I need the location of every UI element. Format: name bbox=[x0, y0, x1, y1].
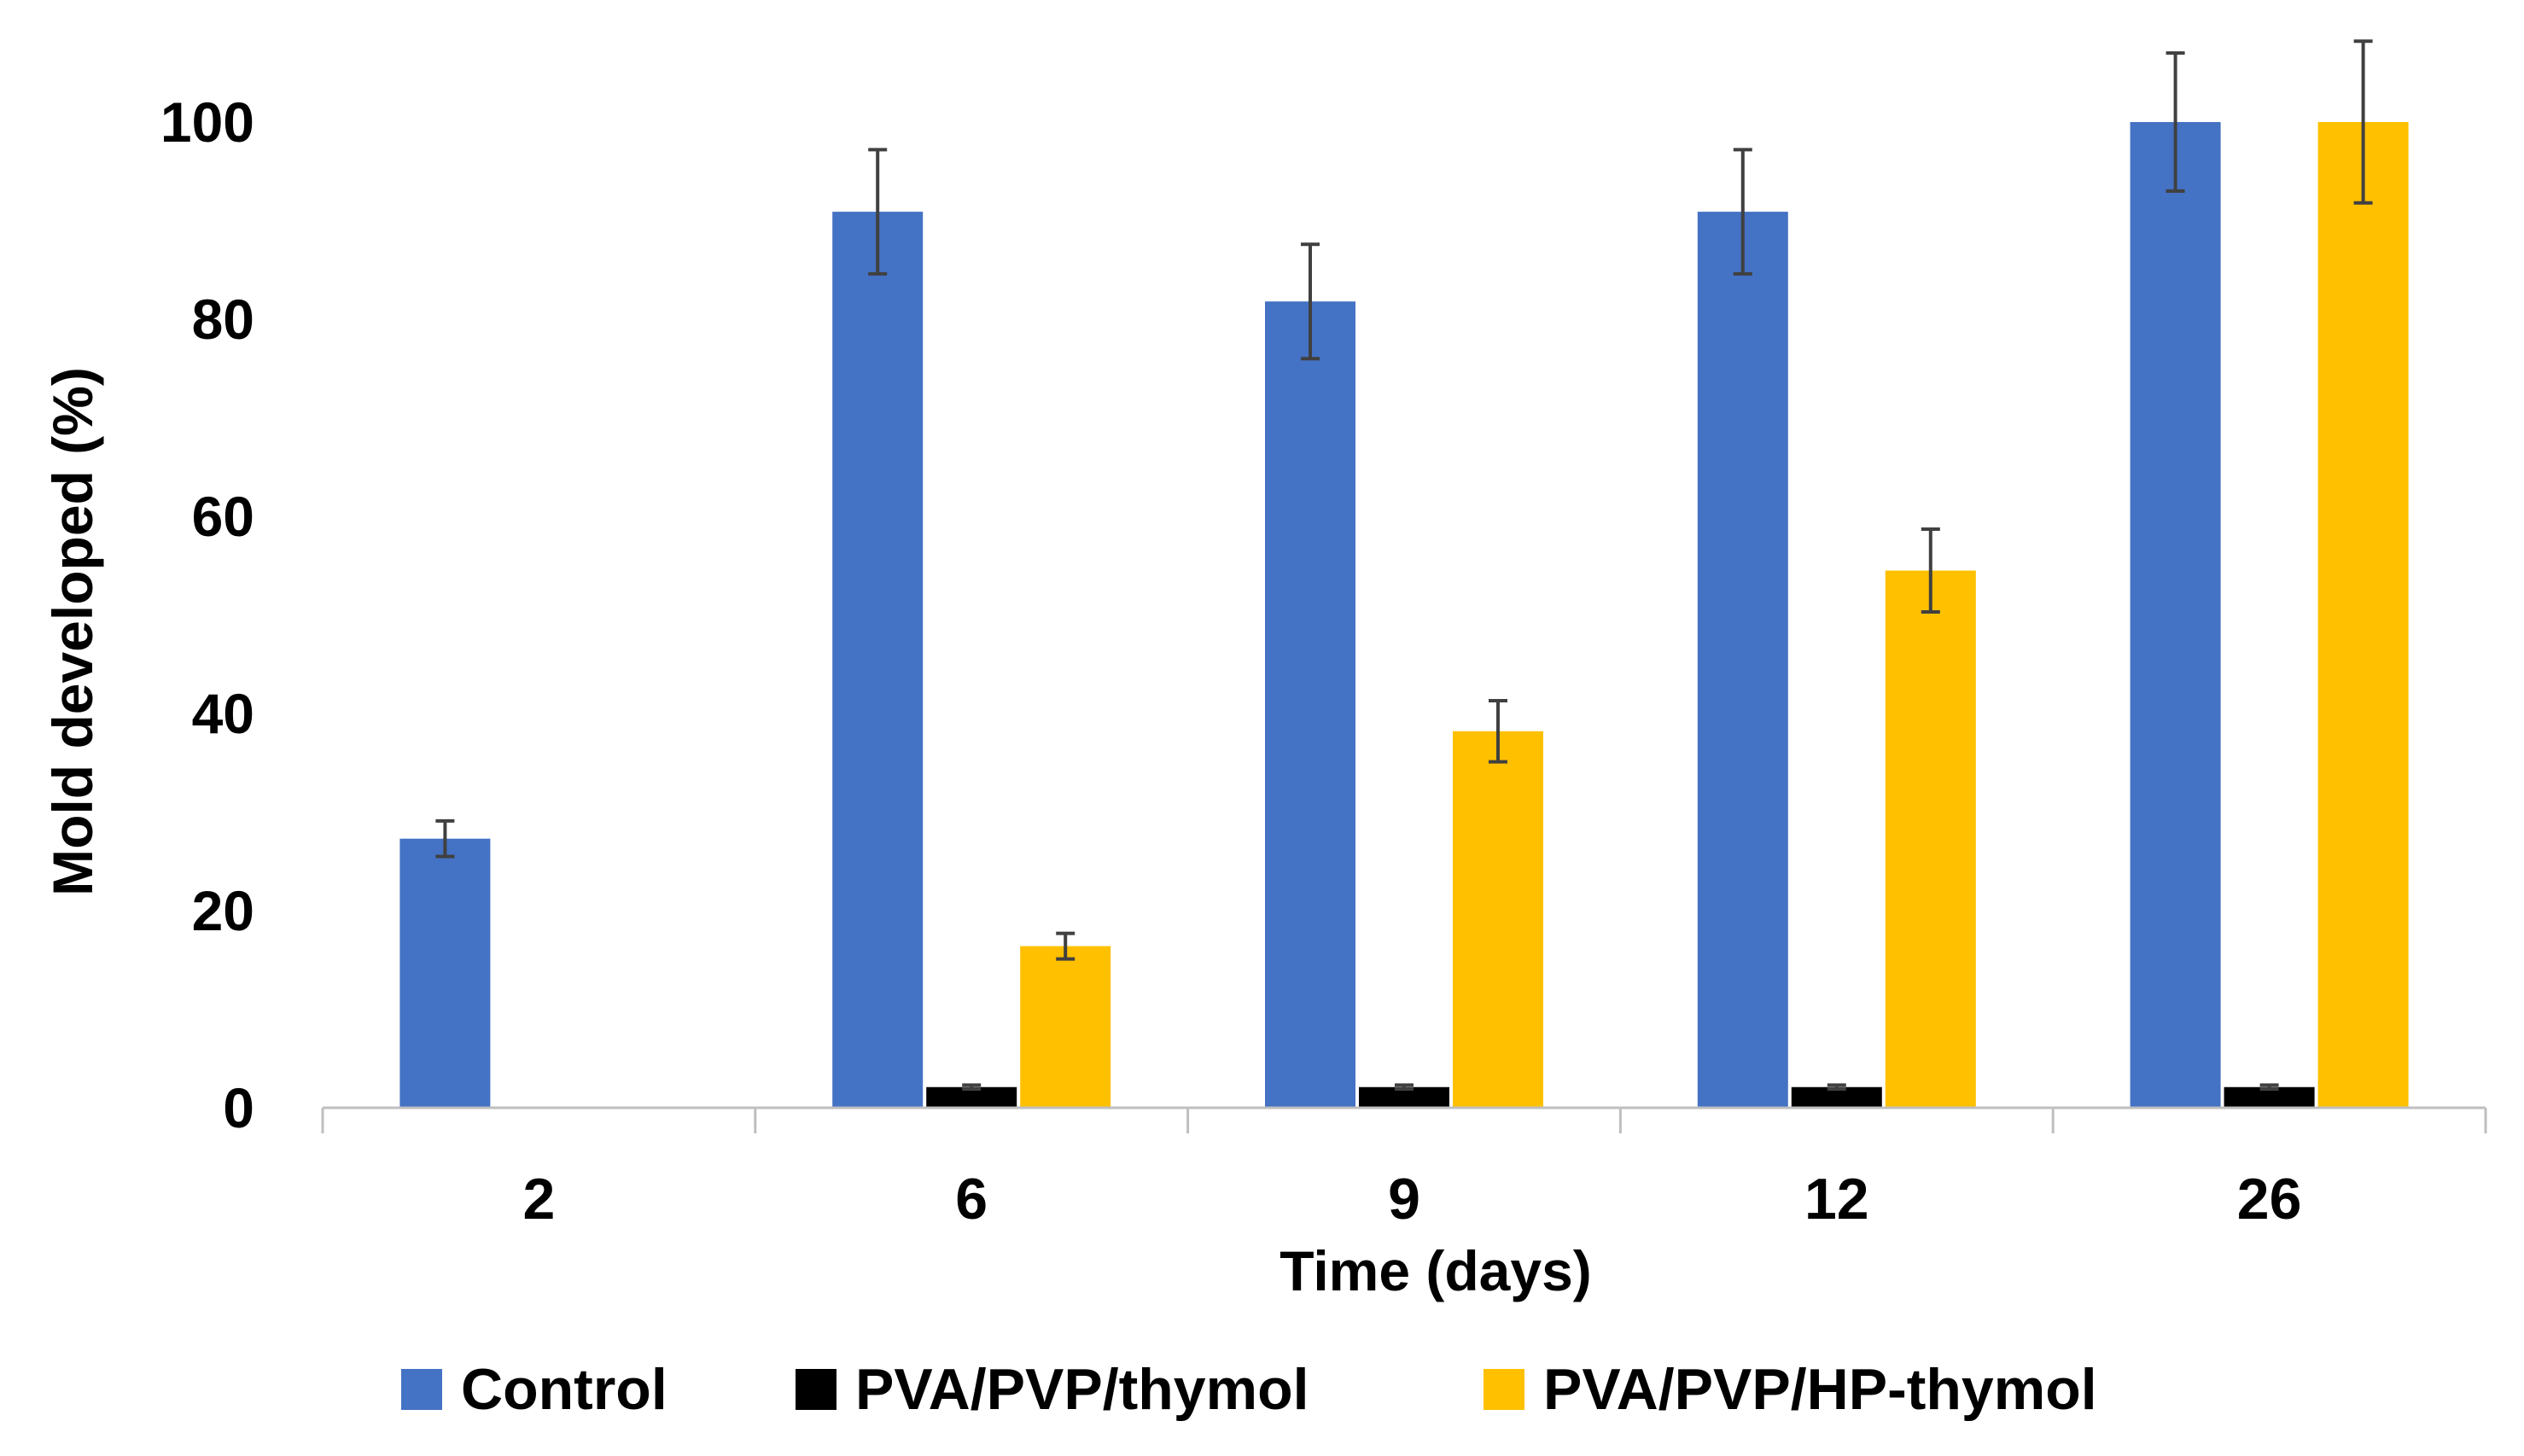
error-bar-pva-pvp-thymol-day-12 bbox=[1827, 1083, 1846, 1092]
legend-swatch bbox=[796, 1369, 836, 1410]
error-bar-control-day-2 bbox=[435, 818, 455, 859]
error-bar-pva-pvp-hp-thymol-day-26 bbox=[2353, 39, 2373, 205]
x-tick-label: 9 bbox=[1388, 1167, 1420, 1232]
error-bar-control-day-9 bbox=[1301, 242, 1320, 361]
error-bar-control-day-26 bbox=[2166, 51, 2185, 193]
x-tick-label: 2 bbox=[522, 1167, 555, 1232]
y-tick-label: 80 bbox=[192, 288, 254, 351]
y-axis-label: Mold developed (%) bbox=[41, 367, 104, 896]
legend-item-pva-pvp-thymol: PVA/PVP/thymol bbox=[796, 1357, 1309, 1422]
legend: Control PVA/PVP/thymol PVA/PVP/HP-thymol bbox=[401, 1357, 2097, 1422]
error-bar-pva-pvp-hp-thymol-day-9 bbox=[1489, 698, 1507, 764]
x-tick-label: 6 bbox=[955, 1167, 988, 1232]
legend-label: Control bbox=[461, 1357, 667, 1422]
error-bar-control-day-6 bbox=[868, 148, 888, 276]
bar-pva-pvp-hp-thymol-day-9 bbox=[1453, 731, 1543, 1108]
legend-item-control: Control bbox=[401, 1357, 667, 1422]
x-axis-label: Time (days) bbox=[1279, 1239, 1592, 1302]
error-bar-pva-pvp-thymol-day-9 bbox=[1395, 1083, 1414, 1092]
bar-pva-pvp-hp-thymol-day-6 bbox=[1020, 946, 1111, 1108]
error-bar-pva-pvp-hp-thymol-day-6 bbox=[1056, 931, 1075, 961]
legend-swatch bbox=[1484, 1369, 1524, 1410]
x-axis: 2 6 9 12 26 bbox=[321, 1106, 2487, 1232]
legend-item-pva-pvp-hp-thymol: PVA/PVP/HP-thymol bbox=[1484, 1357, 2097, 1422]
y-tick-label: 40 bbox=[192, 682, 254, 745]
bar-pva-pvp-hp-thymol-day-12 bbox=[1885, 570, 1976, 1108]
x-tick-label: 26 bbox=[2237, 1167, 2302, 1232]
bar-control-day-2 bbox=[399, 838, 491, 1108]
bar-control-day-26 bbox=[2130, 122, 2221, 1108]
bars bbox=[399, 122, 2409, 1109]
error-bar-pva-pvp-thymol-day-6 bbox=[962, 1083, 982, 1092]
legend-swatch bbox=[401, 1369, 442, 1410]
error-bar-control-day-12 bbox=[1733, 148, 1752, 276]
bar-control-day-6 bbox=[832, 212, 924, 1109]
error-bars bbox=[435, 39, 2373, 1092]
error-bar-pva-pvp-hp-thymol-day-12 bbox=[1921, 527, 1940, 614]
bar-control-day-9 bbox=[1265, 301, 1355, 1109]
bar-pva-pvp-hp-thymol-day-26 bbox=[2317, 122, 2409, 1108]
y-tick-label: 60 bbox=[192, 485, 254, 548]
x-tick-label: 12 bbox=[1804, 1167, 1869, 1232]
legend-label: PVA/PVP/thymol bbox=[855, 1357, 1309, 1422]
error-bar-pva-pvp-thymol-day-26 bbox=[2259, 1083, 2279, 1092]
y-tick-label: 100 bbox=[160, 90, 254, 154]
y-tick-label: 20 bbox=[192, 879, 254, 942]
legend-label: PVA/PVP/HP-thymol bbox=[1543, 1357, 2097, 1422]
y-axis: 0 20 40 60 80 100 bbox=[160, 90, 254, 1139]
y-tick-label: 0 bbox=[223, 1076, 254, 1139]
bar-control-day-12 bbox=[1697, 212, 1788, 1109]
